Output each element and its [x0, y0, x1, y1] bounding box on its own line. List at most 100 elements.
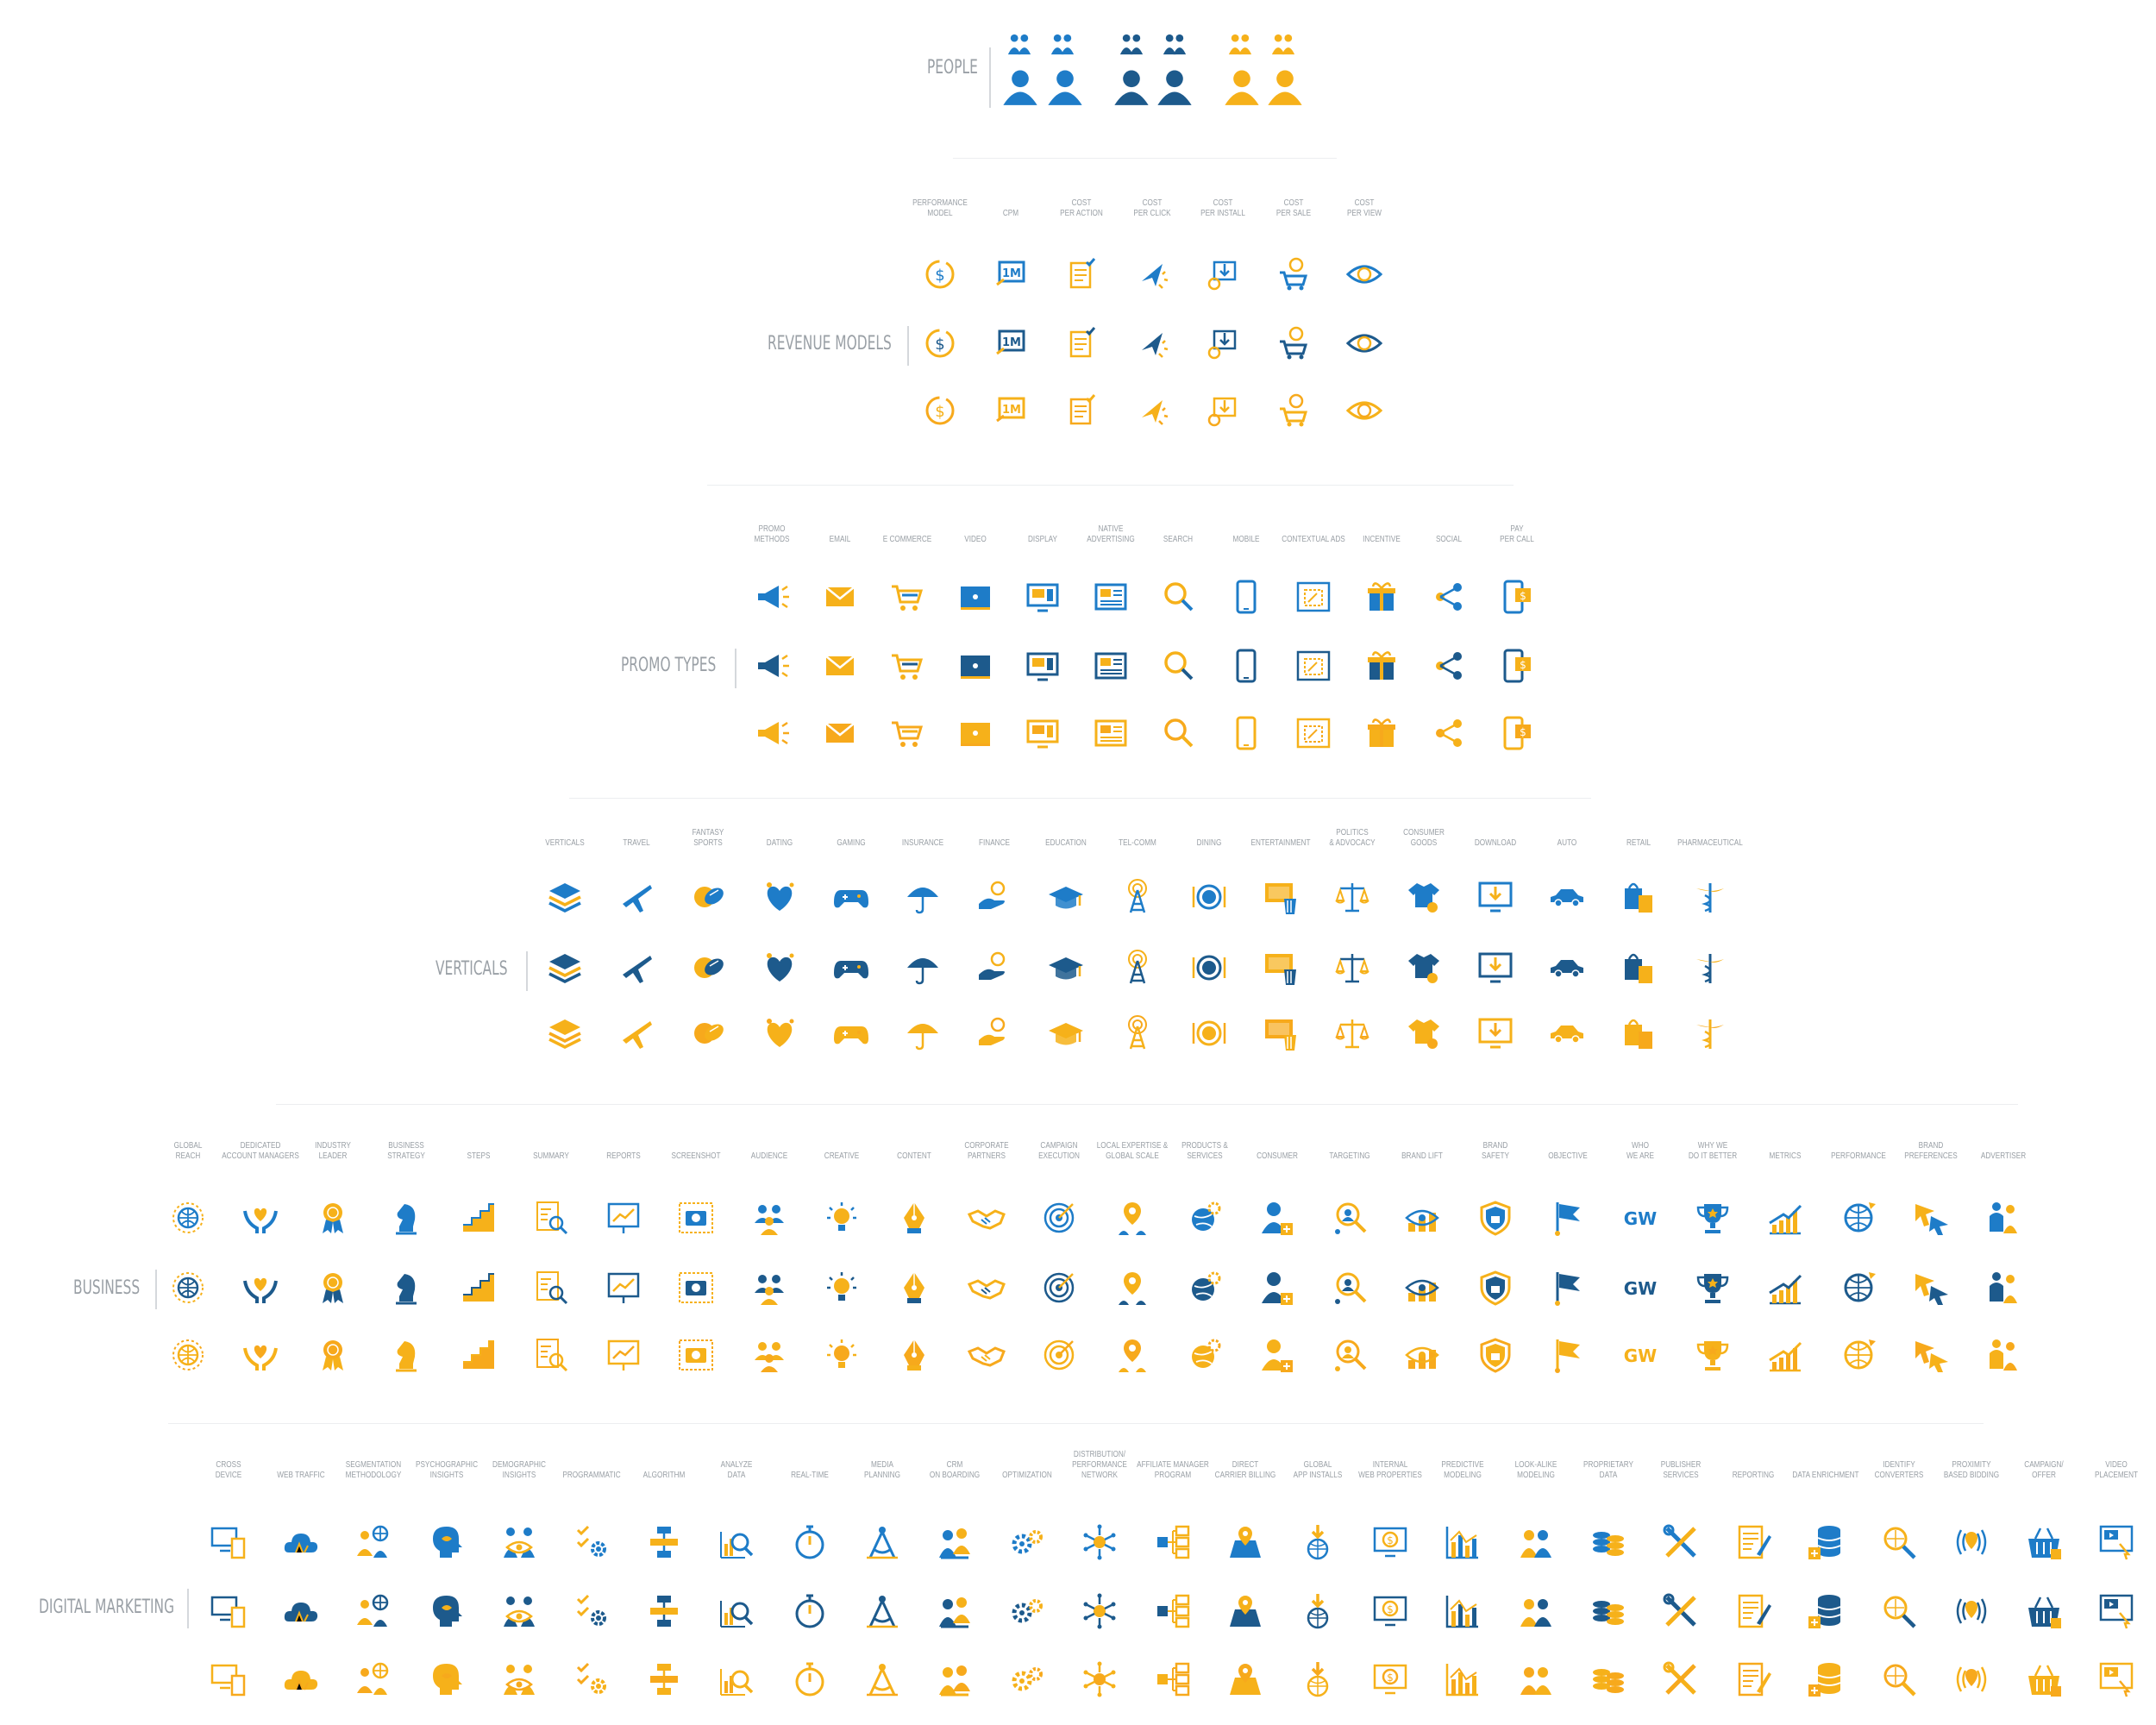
section-divider-line — [907, 326, 909, 366]
network-hub-icon — [1081, 1660, 1119, 1698]
cart-coin-icon — [1275, 392, 1313, 430]
people-group-icon — [1221, 66, 1263, 107]
column-label: BRAND LIFT — [1401, 1151, 1444, 1161]
tv-popcorn-icon — [1262, 1014, 1300, 1052]
bar-chart-icon — [1444, 1660, 1482, 1698]
data-stacks-icon — [1589, 1592, 1627, 1630]
column-label: SCREENSHOT — [671, 1151, 721, 1161]
car-icon — [1548, 1014, 1586, 1052]
svg-text:$: $ — [1387, 1534, 1394, 1546]
people-group-icon — [1154, 66, 1195, 107]
share-icon — [1430, 714, 1468, 752]
tv-popcorn-icon — [1262, 878, 1300, 916]
antenna-tower-icon — [1119, 878, 1156, 916]
gears-icon — [1008, 1523, 1046, 1561]
people-group-icon — [1006, 29, 1033, 57]
dollar-coin-icon: $ — [921, 255, 959, 293]
report-board-icon — [605, 1336, 642, 1374]
one-million-icon: 1M — [992, 255, 1030, 293]
brand-lift-icon — [1403, 1269, 1441, 1307]
magnifier-icon — [1159, 647, 1197, 685]
column-label: ADVERTISER — [1980, 1151, 2027, 1161]
crm-people-icon — [936, 1592, 974, 1630]
car-icon — [1548, 949, 1586, 987]
display-monitor-icon — [1024, 578, 1062, 616]
cloud-traffic-icon — [282, 1523, 320, 1561]
hand-coin-icon — [975, 949, 1013, 987]
svg-text:$: $ — [1520, 659, 1526, 671]
stairs-icon — [460, 1269, 498, 1307]
gw-logo-icon: GW — [1621, 1336, 1659, 1374]
column-label: CONSUMER — [1257, 1151, 1298, 1161]
column-label: TARGETING — [1329, 1151, 1370, 1161]
column-label: FINANCE — [978, 838, 1011, 848]
growth-chart-icon — [1766, 1269, 1804, 1307]
column-label: PAY PER CALL — [1499, 524, 1534, 544]
people-group-icon — [1044, 66, 1086, 107]
column-label: BRAND SAFETY — [1481, 1141, 1509, 1161]
crm-people-icon — [936, 1523, 974, 1561]
document-search-icon — [532, 1269, 570, 1307]
shopping-bags-icon — [1620, 878, 1658, 916]
column-label: VERTICALS — [545, 838, 585, 848]
column-label: CONTENT — [897, 1151, 931, 1161]
umbrella-icon — [904, 1014, 942, 1052]
column-label: COST PER INSTALL — [1200, 198, 1245, 218]
map-pin-icon — [1226, 1592, 1264, 1630]
section-label: PEOPLE — [927, 57, 978, 78]
people-group-icon — [1118, 29, 1145, 57]
gift-icon — [1363, 647, 1401, 685]
people-group-icon — [1000, 66, 1041, 107]
display-monitor-icon — [1024, 647, 1062, 685]
head-eye-icon — [428, 1592, 466, 1630]
cursor-click-icon — [1133, 255, 1171, 293]
section-separator — [168, 1423, 1984, 1424]
video-placement-icon — [2097, 1660, 2135, 1698]
mobile-phone-icon — [1227, 578, 1265, 616]
gw-logo-icon: GW — [1621, 1199, 1659, 1237]
column-label: DATA ENRICHMENT — [1792, 1471, 1859, 1480]
column-label: DOWNLOAD — [1474, 838, 1517, 848]
graduation-cap-icon — [1047, 1014, 1085, 1052]
column-label: INSURANCE — [901, 838, 944, 848]
globe-arrow-icon — [1839, 1269, 1877, 1307]
column-label: IDENTIFY CONVERTERS — [1874, 1460, 1923, 1480]
report-pen-icon — [1734, 1592, 1772, 1630]
section-label: DIGITAL MARKETING — [39, 1596, 175, 1618]
column-label: DEMOGRAPHIC INSIGHTS — [492, 1460, 546, 1480]
section-divider-line — [735, 649, 736, 688]
svg-text:GW: GW — [1624, 1346, 1657, 1366]
heart-icon — [761, 949, 799, 987]
targeting-people-icon — [1331, 1336, 1369, 1374]
network-hub-icon — [1081, 1592, 1119, 1630]
svg-text:GW: GW — [1624, 1278, 1657, 1299]
consumer-add-icon — [1258, 1199, 1296, 1237]
monitor-dollar-icon: $ — [1371, 1660, 1409, 1698]
column-label: DIRECT CARRIER BILLING — [1214, 1460, 1276, 1480]
column-label: EDUCATION — [1045, 838, 1087, 848]
column-label: VIDEO PLACEMENT — [2095, 1460, 2139, 1480]
tools-icon — [1662, 1592, 1700, 1630]
megaphone-icon — [753, 647, 791, 685]
tools-icon — [1662, 1523, 1700, 1561]
column-label: SEGMENTATION METHODOLOGY — [346, 1460, 402, 1480]
gamepad-icon — [832, 949, 870, 987]
flag-icon — [1549, 1269, 1587, 1307]
location-people-icon — [1113, 1336, 1151, 1374]
compass-icon — [863, 1660, 901, 1698]
column-label: STEPS — [467, 1151, 491, 1161]
hands-heart-icon — [241, 1336, 279, 1374]
flowchart-icon — [645, 1660, 683, 1698]
cloud-traffic-icon — [282, 1592, 320, 1630]
plate-icon — [1190, 949, 1228, 987]
hierarchy-icon — [1154, 1592, 1192, 1630]
column-label: MEDIA PLANNING — [863, 1460, 900, 1480]
column-label: WHY WE DO IT BETTER — [1689, 1141, 1738, 1161]
cross-device-icon — [210, 1523, 248, 1561]
cursor-click-icon — [1133, 324, 1171, 362]
svg-text:GW: GW — [1624, 1208, 1657, 1229]
growth-chart-icon — [1766, 1336, 1804, 1374]
video-screen-icon — [956, 714, 994, 752]
audience-icon — [750, 1199, 788, 1237]
phone-dollar-icon: $ — [1498, 578, 1536, 616]
